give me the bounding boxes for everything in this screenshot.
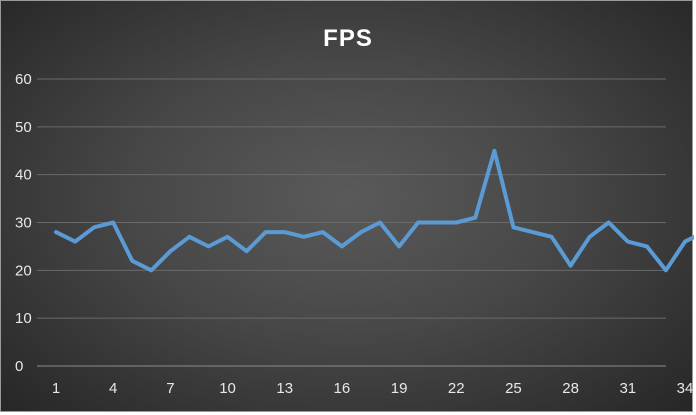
series-layer xyxy=(54,148,694,273)
x-tick-label: 25 xyxy=(505,380,522,397)
gridlines xyxy=(37,78,666,319)
y-tick-label: 0 xyxy=(15,358,23,375)
x-tick-label: 10 xyxy=(219,380,236,397)
x-axis-tick-labels: 1471013161922252831343740434649525558 xyxy=(52,380,694,397)
y-tick-label: 60 xyxy=(15,71,32,88)
y-tick-label: 30 xyxy=(15,215,32,232)
x-tick-label: 16 xyxy=(334,380,351,397)
x-tick-label: 4 xyxy=(109,380,117,397)
y-tick-label: 20 xyxy=(15,262,32,279)
series-line xyxy=(54,148,694,273)
x-tick-label: 7 xyxy=(166,380,174,397)
x-tick-label: 1 xyxy=(52,380,60,397)
y-tick-label: 50 xyxy=(15,119,32,136)
x-tick-label: 13 xyxy=(276,380,293,397)
x-tick-label: 34 xyxy=(677,380,694,397)
chart-title: FPS xyxy=(323,25,373,52)
y-axis-tick-labels: 0 10 20 30 40 50 60 xyxy=(15,71,32,375)
x-tick-label: 31 xyxy=(619,380,636,397)
x-tick-label: 22 xyxy=(448,380,465,397)
y-tick-label: 10 xyxy=(15,310,32,327)
x-tick-label: 28 xyxy=(562,380,579,397)
x-tick-label: 19 xyxy=(391,380,408,397)
y-tick-label: 40 xyxy=(15,167,32,184)
